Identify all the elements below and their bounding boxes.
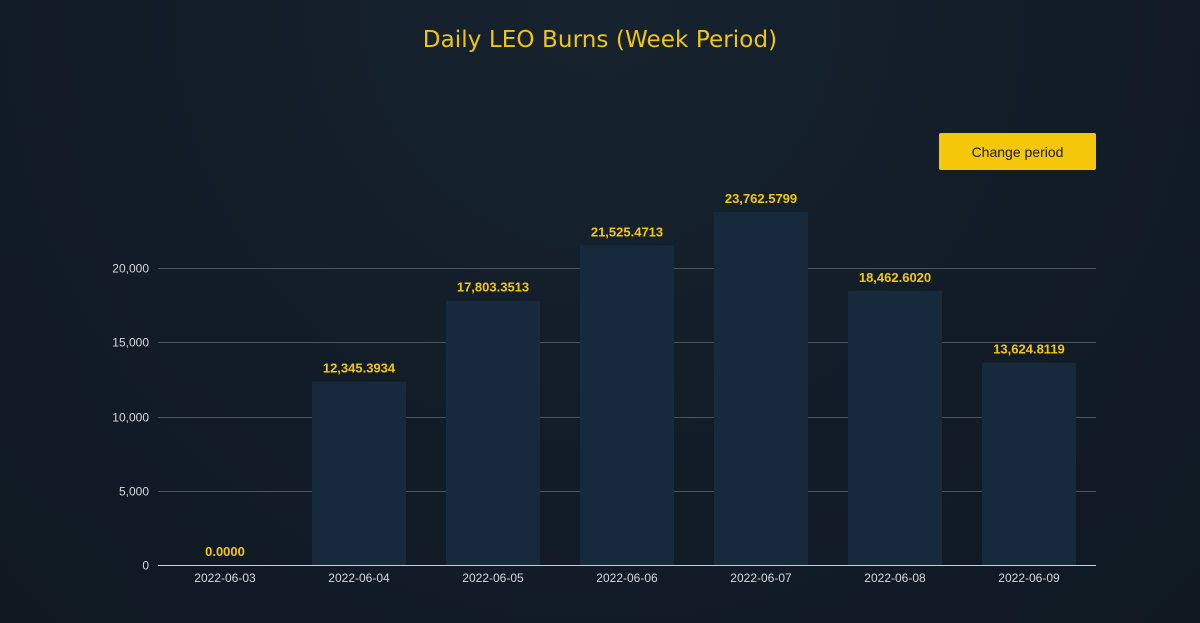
y-tick-label: 5,000 [119, 485, 149, 499]
bar-2022-06-04[interactable] [312, 381, 406, 565]
x-tick-label: 2022-06-04 [328, 571, 390, 585]
bar-2022-06-07[interactable] [714, 212, 808, 566]
x-tick-label: 2022-06-09 [998, 571, 1060, 585]
value-label: 18,462.6020 [859, 270, 931, 285]
x-tick-label: 2022-06-07 [730, 571, 792, 585]
bar-2022-06-05[interactable] [446, 300, 540, 565]
value-labels: 0.0000 12,345.3934 17,803.3513 21,525.4713 2… [205, 191, 1065, 559]
y-tick-label: 0 [142, 559, 149, 573]
bars [312, 212, 1076, 566]
bar-2022-06-06[interactable] [580, 245, 674, 566]
y-tick-label: 15,000 [112, 336, 149, 350]
change-period-button[interactable]: Change period [939, 133, 1096, 170]
value-label: 0.0000 [205, 544, 245, 559]
value-label: 13,624.8119 [993, 342, 1065, 357]
chart-title: Daily LEO Burns (Week Period) [422, 27, 778, 53]
value-label: 21,525.4713 [591, 224, 663, 239]
x-tick-label: 2022-06-08 [864, 571, 926, 585]
y-tick-label: 10,000 [112, 411, 149, 425]
x-tick-label: 2022-06-06 [596, 571, 658, 585]
y-tick-label: 20,000 [112, 262, 149, 276]
bar-2022-06-09[interactable] [982, 362, 1076, 565]
value-label: 23,762.5799 [725, 191, 797, 206]
x-tick-label: 2022-06-05 [462, 571, 524, 585]
bar-2022-06-08[interactable] [848, 290, 942, 565]
value-label: 17,803.3513 [457, 280, 529, 295]
x-tick-label: 2022-06-03 [194, 571, 256, 585]
value-label: 12,345.3934 [323, 361, 396, 376]
axes: 0 5,000 10,000 15,000 20,000 2022-06-03 2022-0… [112, 262, 1096, 585]
